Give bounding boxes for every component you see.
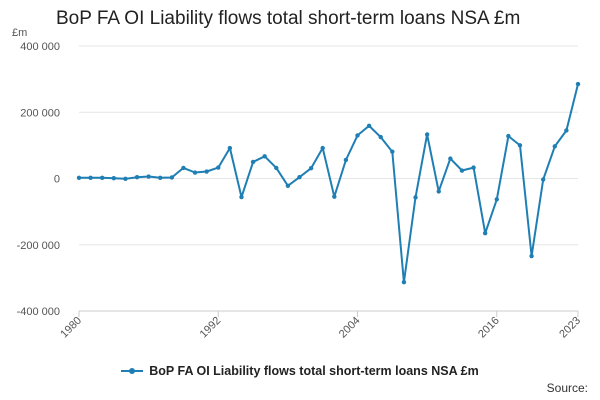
- data-point[interactable]: [320, 145, 325, 151]
- x-tick-label: 2004: [337, 315, 363, 341]
- data-point[interactable]: [424, 132, 430, 137]
- data-point[interactable]: [355, 133, 360, 138]
- data-point[interactable]: [378, 134, 383, 140]
- x-tick-label: 2023: [557, 315, 583, 341]
- data-point[interactable]: [192, 170, 198, 175]
- y-axis-unit-label: £m: [12, 27, 27, 39]
- data-point[interactable]: [134, 174, 140, 180]
- data-point[interactable]: [274, 165, 279, 171]
- data-point[interactable]: [448, 156, 453, 161]
- data-point[interactable]: [285, 183, 291, 188]
- data-point[interactable]: [366, 123, 372, 129]
- data-point[interactable]: [181, 165, 186, 171]
- data-point[interactable]: [308, 166, 314, 171]
- data-point[interactable]: [123, 176, 128, 182]
- y-tick-label: 0: [54, 174, 60, 186]
- data-point[interactable]: [158, 175, 163, 181]
- data-point[interactable]: [76, 175, 82, 181]
- data-point[interactable]: [297, 174, 302, 180]
- data-point[interactable]: [169, 175, 175, 180]
- x-tick-label: 1992: [198, 315, 224, 341]
- y-tick-label: -200 000: [17, 240, 60, 252]
- chart-title: BoP FA OI Liability flows total short-te…: [56, 8, 521, 29]
- data-point[interactable]: [250, 159, 256, 165]
- data-point[interactable]: [239, 194, 244, 200]
- data-point[interactable]: [227, 145, 233, 151]
- data-point[interactable]: [413, 195, 418, 200]
- data-point[interactable]: [471, 165, 476, 170]
- data-point[interactable]: [216, 165, 221, 170]
- data-point[interactable]: [390, 149, 395, 154]
- series-line: [79, 83, 579, 284]
- x-tick-label: 1980: [58, 315, 84, 341]
- data-point[interactable]: [343, 157, 349, 163]
- y-tick-label: 400 000: [20, 41, 60, 53]
- data-point[interactable]: [459, 168, 465, 173]
- legend-swatch: [121, 366, 144, 376]
- data-point[interactable]: [529, 253, 534, 259]
- x-tick-label: 2016: [476, 315, 502, 341]
- data-point[interactable]: [482, 230, 488, 236]
- data-point[interactable]: [575, 81, 581, 87]
- legend[interactable]: BoP FA OI Liability flows total short-te…: [0, 364, 600, 379]
- data-point[interactable]: [564, 128, 569, 133]
- data-point[interactable]: [552, 144, 557, 149]
- data-point[interactable]: [204, 169, 209, 174]
- data-point[interactable]: [506, 133, 511, 139]
- data-point[interactable]: [401, 279, 407, 285]
- data-point[interactable]: [262, 154, 267, 159]
- data-point[interactable]: [100, 175, 105, 181]
- data-point[interactable]: [494, 197, 499, 202]
- data-point[interactable]: [436, 189, 441, 194]
- y-tick-label: -400 000: [17, 306, 60, 318]
- data-point[interactable]: [146, 174, 151, 179]
- data-point[interactable]: [540, 177, 546, 182]
- legend-label: BoP FA OI Liability flows total short-te…: [149, 364, 479, 378]
- data-point[interactable]: [517, 143, 523, 148]
- y-tick-label: 200 000: [20, 107, 60, 119]
- source-label: Source:: [546, 381, 588, 395]
- data-point[interactable]: [111, 175, 117, 181]
- data-point[interactable]: [88, 175, 93, 181]
- data-point[interactable]: [332, 194, 337, 199]
